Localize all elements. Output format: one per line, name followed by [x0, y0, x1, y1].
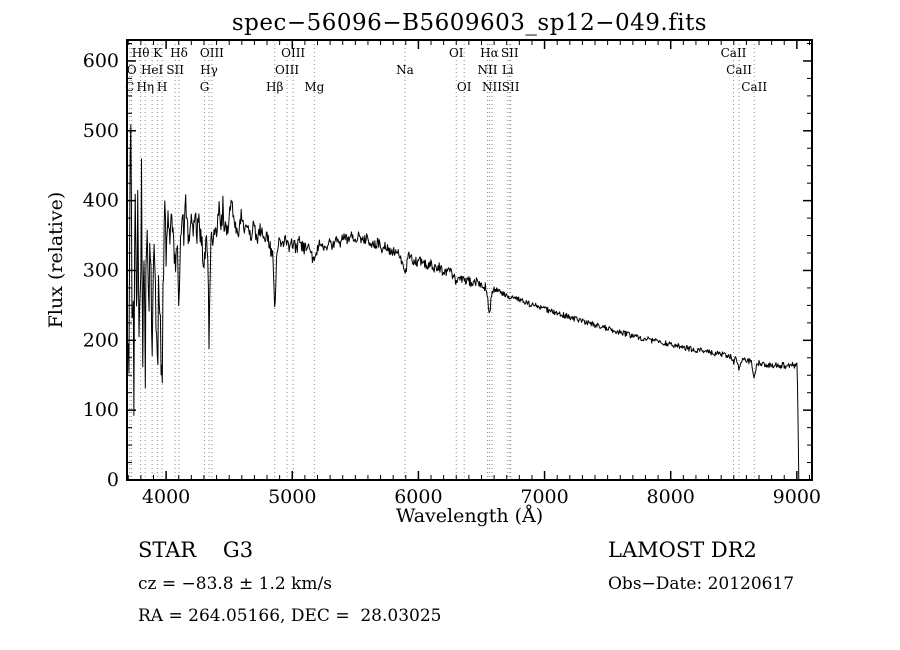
- object-class-label: STAR G3: [138, 538, 254, 562]
- svg-text:H: H: [157, 80, 167, 94]
- svg-text:SII: SII: [166, 63, 184, 77]
- ra-dec-label: RA = 264.05166, DEC = 28.03025: [138, 606, 442, 626]
- survey-release-label: LAMOST DR2: [608, 538, 757, 562]
- svg-text:500: 500: [83, 120, 119, 142]
- svg-text:6000: 6000: [394, 486, 442, 508]
- svg-text:Hθ: Hθ: [132, 46, 150, 60]
- svg-text:4000: 4000: [142, 486, 190, 508]
- svg-text:CaII: CaII: [726, 63, 752, 77]
- svg-text:Na: Na: [396, 63, 414, 77]
- svg-text:9000: 9000: [773, 486, 821, 508]
- svg-text:C: C: [125, 80, 134, 94]
- plot-title: spec−56096−B5609603_sp12−049.fits: [231, 10, 708, 36]
- svg-text:NII: NII: [482, 80, 502, 94]
- svg-text:200: 200: [83, 329, 119, 351]
- svg-text:8000: 8000: [647, 486, 695, 508]
- svg-text:SII: SII: [501, 46, 519, 60]
- svg-text:400: 400: [83, 190, 119, 212]
- svg-text:Wavelength (Å): Wavelength (Å): [396, 505, 543, 527]
- svg-text:Mg: Mg: [304, 80, 324, 94]
- obs-date-label: Obs−Date: 20120617: [608, 574, 795, 594]
- svg-text:O: O: [127, 63, 137, 77]
- svg-text:NII: NII: [478, 63, 498, 77]
- svg-text:CaII: CaII: [721, 46, 747, 60]
- svg-text:OIII: OIII: [281, 46, 305, 60]
- svg-text:0: 0: [107, 469, 119, 491]
- svg-text:CaII: CaII: [741, 80, 767, 94]
- svg-text:300: 300: [83, 259, 119, 281]
- svg-text:Flux (relative): Flux (relative): [45, 192, 67, 329]
- svg-text:OIII: OIII: [275, 63, 299, 77]
- svg-text:OIII: OIII: [200, 46, 224, 60]
- radial-velocity-label: cz = −83.8 ± 1.2 km/s: [138, 574, 332, 594]
- svg-text:Hα: Hα: [480, 46, 499, 60]
- svg-text:HeI: HeI: [141, 63, 164, 77]
- svg-text:OI: OI: [449, 46, 464, 60]
- svg-text:K: K: [153, 46, 163, 60]
- svg-text:Li: Li: [502, 63, 514, 77]
- svg-text:G: G: [200, 80, 210, 94]
- svg-text:SII: SII: [502, 80, 520, 94]
- svg-text:Hδ: Hδ: [170, 46, 188, 60]
- svg-text:OI: OI: [457, 80, 472, 94]
- svg-text:7000: 7000: [520, 486, 568, 508]
- svg-text:Hγ: Hγ: [200, 63, 218, 77]
- svg-text:Hη: Hη: [136, 80, 154, 94]
- svg-text:5000: 5000: [268, 486, 316, 508]
- svg-text:Hβ: Hβ: [266, 80, 283, 94]
- svg-text:100: 100: [83, 399, 119, 421]
- svg-text:600: 600: [83, 50, 119, 72]
